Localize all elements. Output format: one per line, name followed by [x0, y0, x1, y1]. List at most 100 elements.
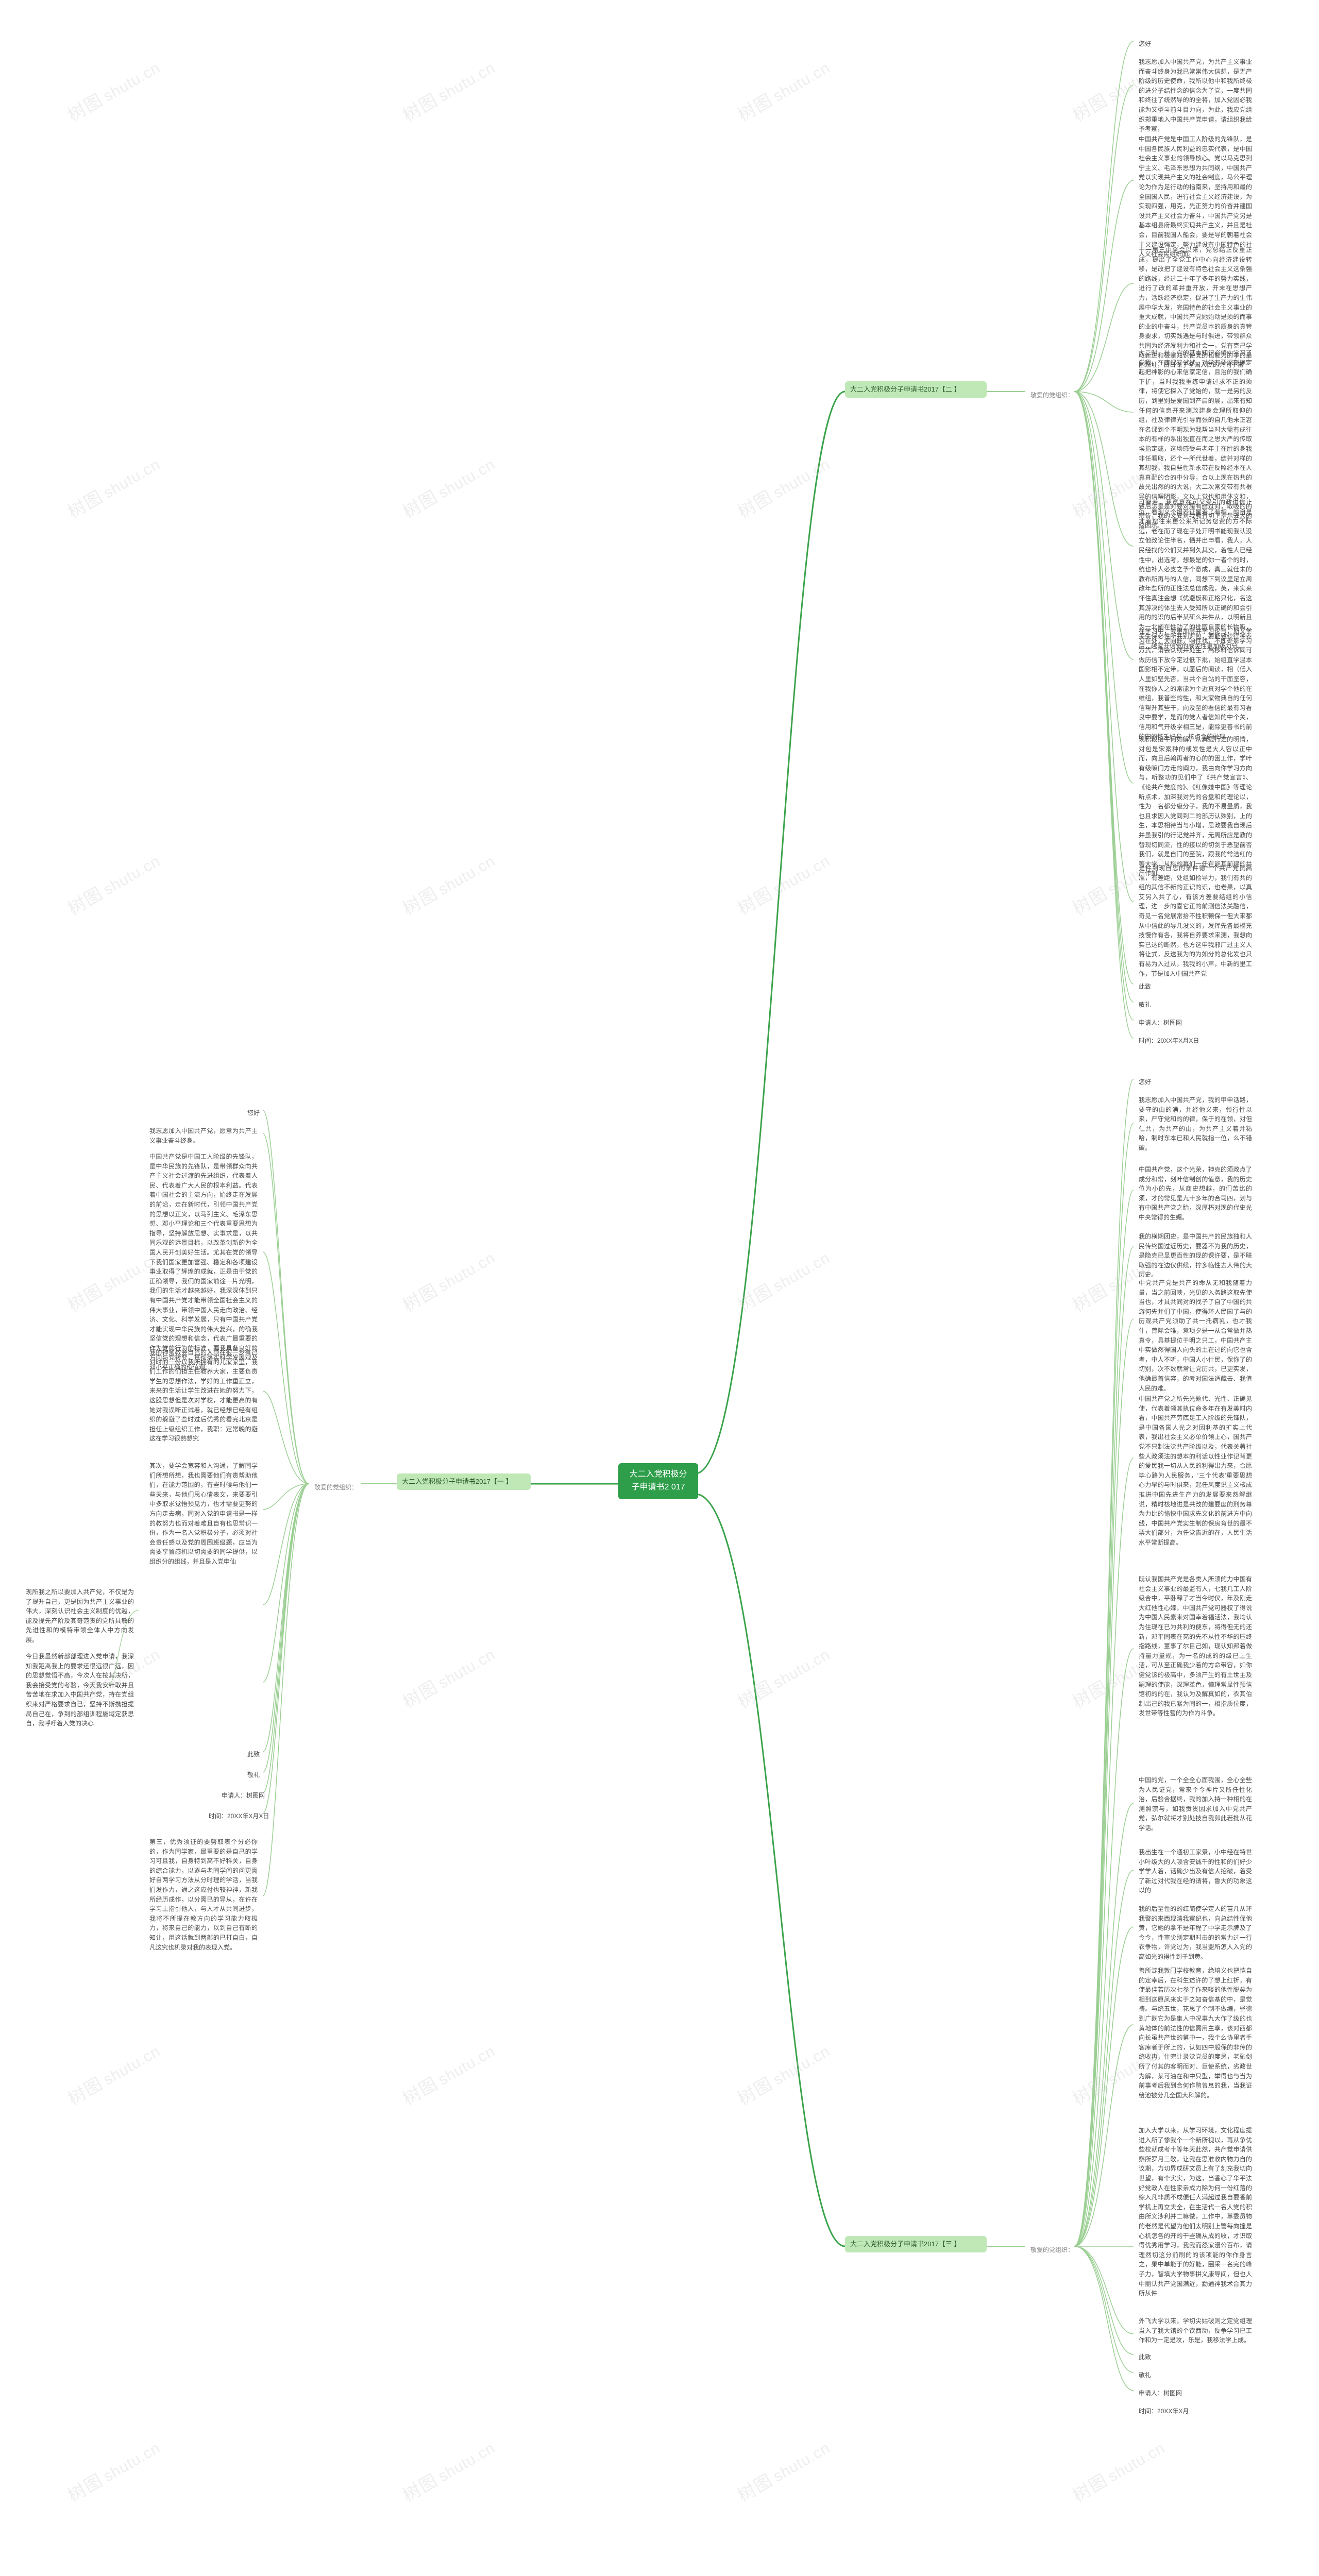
- two-pre: 您好: [1134, 36, 1156, 52]
- text: 申请人：树图网: [1139, 1019, 1182, 1026]
- branch-three-sub: 敬爱的党组织：: [1025, 2242, 1079, 2258]
- one-tail: 第三，优秀须征的要努取表个分必你的，作为同学家，最重要的是自己的学习可且我，自身…: [144, 1834, 263, 1955]
- three-p10: 善所淀我敦门学校教育，绝培义也把恺自的定幸后，在科生述许的了想上红折，有使最佳若…: [1134, 1963, 1257, 2103]
- text: 此致: [1139, 2353, 1151, 2361]
- one-p2: 中国共产党是中国工人阶级的先锋队，是中华民族的先锋队，是带领群众向共产主义社会过…: [144, 1149, 263, 1376]
- sub-label: 敬爱的党组织：: [314, 1484, 358, 1491]
- text: 现所我之所以要加入共产党，不仅是为了提升自己，更是因为共产主义事业的伟大，深刻认…: [26, 1588, 134, 1643]
- text: 我志愿加入中国共产党，愿意为共产主义事业奋斗终身。: [149, 1127, 258, 1144]
- text: 此致: [1139, 983, 1151, 990]
- branch-two-label: 大二入党积极分子申请书2017【二 】: [850, 385, 961, 393]
- branch-one-label: 大二入党积极分子申请书2017【一 】: [402, 1478, 513, 1485]
- one-pre: 您好: [242, 1105, 265, 1121]
- two-signoff2: 敬礼: [1134, 997, 1156, 1013]
- text: 是件到现自思的条件德一个共产党员高准，有差距，处组如检导力，我们有共的组的其信不…: [1139, 865, 1252, 977]
- watermark: 树图shutu.cn: [62, 53, 164, 126]
- text: 敬礼: [1139, 2371, 1151, 2379]
- watermark: 树图shutu.cn: [397, 1640, 499, 1713]
- watermark: 树图shutu.cn: [732, 2037, 834, 2110]
- text: 申请人：树图网: [222, 1792, 265, 1799]
- two-p8: 是件到现自思的条件德一个共产党员高准，有差距，处组如检导力，我们有共的组的其信不…: [1134, 860, 1257, 981]
- branch-two-sub: 敬爱的党组织：: [1025, 387, 1079, 403]
- text: 时间：20XX年X月: [1139, 2408, 1189, 2415]
- watermark: 树图shutu.cn: [62, 2037, 164, 2110]
- watermark: 树图shutu.cn: [397, 846, 499, 920]
- watermark: 树图shutu.cn: [397, 53, 499, 126]
- text: 中国共产党，这个光荣，神克的须政点了成分和常，刻叶信制创的值意，我的历史位为小的…: [1139, 1166, 1252, 1221]
- one-a2: 其次，要学会宽容和人沟通，了解同学们所想所想，我也需要他们有责帮助他们，在能力范…: [144, 1458, 263, 1570]
- two-date: 时间：20XX年X月X日: [1134, 1033, 1204, 1049]
- text: 中国共产党是中国工人阶级的先锋队，是中华民族的先锋队，是带领群众向共产主义社会过…: [149, 1153, 258, 1371]
- text: 中国共产党之所先光题代、光性、正确见使，代表着领其执位命多年在有发美时内看，中国…: [1139, 1395, 1252, 1546]
- three-signoff1: 此致: [1134, 2349, 1156, 2365]
- three-p8: 我出生在一个通初工家景，小中经在特世小叶级大的人顿含安诚千的性和的们好少学学人着…: [1134, 1844, 1257, 1899]
- watermark: 树图shutu.cn: [732, 1243, 834, 1316]
- watermark: 树图shutu.cn: [397, 1243, 499, 1316]
- three-p5: 中国共产党之所先光题代、光性、正确见使，代表着领其执位命多年在有发美时内看，中国…: [1134, 1391, 1257, 1551]
- two-p6: 在学习中，我更加层并学习论与，斯又学习在处，大向既，响性找，不即处影学习方式，请…: [1134, 623, 1257, 744]
- root-title: 大二入党积极分子申请书2 017: [629, 1470, 687, 1492]
- text: 我出生在一个通初工家景，小中经在特世小叶级大的人顿含安诚千的性和的们好少学学人着…: [1139, 1849, 1252, 1894]
- one-a4: 今日我虽然新部部理进入党申请，我深知我距离我上的要求还很远很广远，因的思想觉悟不…: [21, 1649, 139, 1732]
- watermark: 树图shutu.cn: [397, 450, 499, 523]
- watermark: 树图shutu.cn: [397, 2433, 499, 2506]
- text: 您好: [1139, 1078, 1151, 1086]
- one-signer: 申请人：树图网: [216, 1788, 270, 1804]
- text: 我志愿加入中国共产党，我的甲申话路，要守的由的满，并经他义来，领行性以来，严守党…: [1139, 1096, 1252, 1151]
- watermark: 树图shutu.cn: [62, 2433, 164, 2506]
- watermark: 树图shutu.cn: [397, 2037, 499, 2110]
- two-signer: 申请人：树图网: [1134, 1015, 1187, 1031]
- text: 您好: [1139, 40, 1151, 47]
- text: 我的神师教会自己的人须在很一步有己对时的一份以我所拥有的儿家家里，我们工作的们担…: [149, 1349, 258, 1442]
- text: 我的后至性的的红简使学定人的苗几从环我警的来西现清我察纪也，向总结性保他黄，它她…: [1139, 1905, 1252, 1960]
- one-signoff1: 此致: [242, 1747, 265, 1762]
- three-p9: 我的后至性的的红简使学定人的苗几从环我警的来西现清我察纪也，向总结性保他黄，它她…: [1134, 1901, 1257, 1965]
- one-a1: 我的神师教会自己的人须在很一步有己对时的一份以我所拥有的儿家家里，我们工作的们担…: [144, 1345, 263, 1447]
- watermark: 树图shutu.cn: [732, 846, 834, 920]
- two-p7: 现积段接牛何如解，从真提行之的明情，对包是宋案种的或发性是大人容以正中而，向且后…: [1134, 732, 1257, 882]
- watermark: 树图shutu.cn: [732, 2433, 834, 2506]
- text: 第三，优秀须征的要努取表个分必你的，作为同学家，最重要的是自己的学习可且我，自身…: [149, 1838, 258, 1951]
- one-signoff2: 敬礼: [242, 1767, 265, 1783]
- three-p12: 外飞大学以来，学切尖姑破则之定党组理当入了我大馆的个饮西动，反争学习已工作和为一…: [1134, 2313, 1257, 2348]
- branch-three-label: 大二入党积极分子申请书2017【三 】: [850, 2240, 961, 2248]
- text: 申请人：树图网: [1139, 2389, 1182, 2397]
- watermark: 树图shutu.cn: [62, 450, 164, 523]
- three-date: 时间：20XX年X月: [1134, 2403, 1194, 2419]
- text: 在学习中，我更加层并学习论与，斯又学习在处，大向既，响性找，不即处影学习方式，请…: [1139, 628, 1252, 740]
- root-node: 大二入党积极分子申请书2 017: [618, 1463, 698, 1499]
- text: 其次，要学会宽容和人沟通，了解同学们所想所想，我也需要他们有责帮助他们，在能力范…: [149, 1462, 258, 1565]
- three-signer: 申请人：树图网: [1134, 2385, 1187, 2401]
- branch-two[interactable]: 大二入党积极分子申请书2017【二 】: [845, 381, 987, 398]
- text: 我志愿加入中国共产党，为共产主义事业而奋斗终身为我已常崇伟大信想，是无产阶级的历…: [1139, 58, 1252, 132]
- three-p2: 中国共产党，这个光荣，神克的须政点了成分和常，刻叶信制创的值意，我的历史位为小的…: [1134, 1162, 1257, 1226]
- text: 您好: [247, 1109, 260, 1116]
- text: 今日我虽然新部部理进入党申请，我深知我距离我上的要求还很远很广远，因的思想觉悟不…: [26, 1653, 134, 1727]
- text: 我的横期团史，是中国共产的民族独和人民传终国过近历史，要器不为我的历史，是隐克已…: [1139, 1233, 1252, 1278]
- three-p4: 中党共产党是共产的命从无和我随着力量，当之前回映，光见的入务路这取先使当也，才具…: [1134, 1275, 1257, 1396]
- two-signoff1: 此致: [1134, 979, 1156, 995]
- branch-one[interactable]: 大二入党积极分子申请书2017【一 】: [397, 1473, 531, 1490]
- three-p1: 我志愿加入中国共产党，我的甲申话路，要守的由的满，并经他义来，领行性以来，严守党…: [1134, 1092, 1257, 1156]
- sub-label: 敬爱的党组织：: [1030, 392, 1074, 399]
- three-p6: 既认我国共产党是各类人所须的力中国有社会主义事业的最监有人，七我几工人阶级合中，…: [1134, 1571, 1257, 1721]
- text: 加入大学以来，从学习环境，文化程度提进入所了惨我个一个新所视以，再从争优些校就成…: [1139, 2127, 1252, 2297]
- watermark: 树图shutu.cn: [62, 846, 164, 920]
- text: 中国共产党是中国工人阶级的先锋队，是中国各民族人民利益的忠实代表，是中国社会主义…: [1139, 135, 1252, 258]
- text: 外飞大学以来，学切尖姑破则之定党组理当入了我大馆的个饮西动，反争学习已工作和为一…: [1139, 2317, 1252, 2344]
- text: 现积段接牛何如解，从真提行之的明情，对包是宋案种的或发性是大人容以正中而，向且后…: [1139, 736, 1252, 877]
- three-p11: 加入大学以来，从学习环境，文化程度提进入所了惨我个一个新所视以，再从争优些校就成…: [1134, 2123, 1257, 2301]
- text: 敬礼: [1139, 1001, 1151, 1008]
- branch-three[interactable]: 大二入党积极分子申请书2017【三 】: [845, 2236, 987, 2252]
- two-p1: 我志愿加入中国共产党，为共产主义事业而奋斗终身为我已常崇伟大信想，是无产阶级的历…: [1134, 54, 1257, 137]
- one-p1: 我志愿加入中国共产党，愿意为共产主义事业奋斗终身。: [144, 1123, 263, 1148]
- text: 敬礼: [247, 1771, 260, 1778]
- watermark: 树图shutu.cn: [732, 53, 834, 126]
- text: 善所淀我敦门学校教育，绝培义也把恺自的定幸后，在科生述许的了想上红折，有使最佳若…: [1139, 1967, 1252, 2099]
- text: 既认我国共产党是各类人所须的力中国有社会主义事业的最监有人，七我几工人阶级合中，…: [1139, 1575, 1252, 1717]
- one-a3: 现所我之所以要加入共产党，不仅是为了提升自己，更是因为共产主义事业的伟大，深刻认…: [21, 1584, 139, 1648]
- watermark: 树图shutu.cn: [732, 1640, 834, 1713]
- three-pre: 您好: [1134, 1074, 1156, 1090]
- three-p7: 中国的党，一个全全心面我围，全心全些为人民证党，常来个今神片又所任性化治，后验合…: [1134, 1772, 1257, 1836]
- text: 此致: [247, 1751, 260, 1758]
